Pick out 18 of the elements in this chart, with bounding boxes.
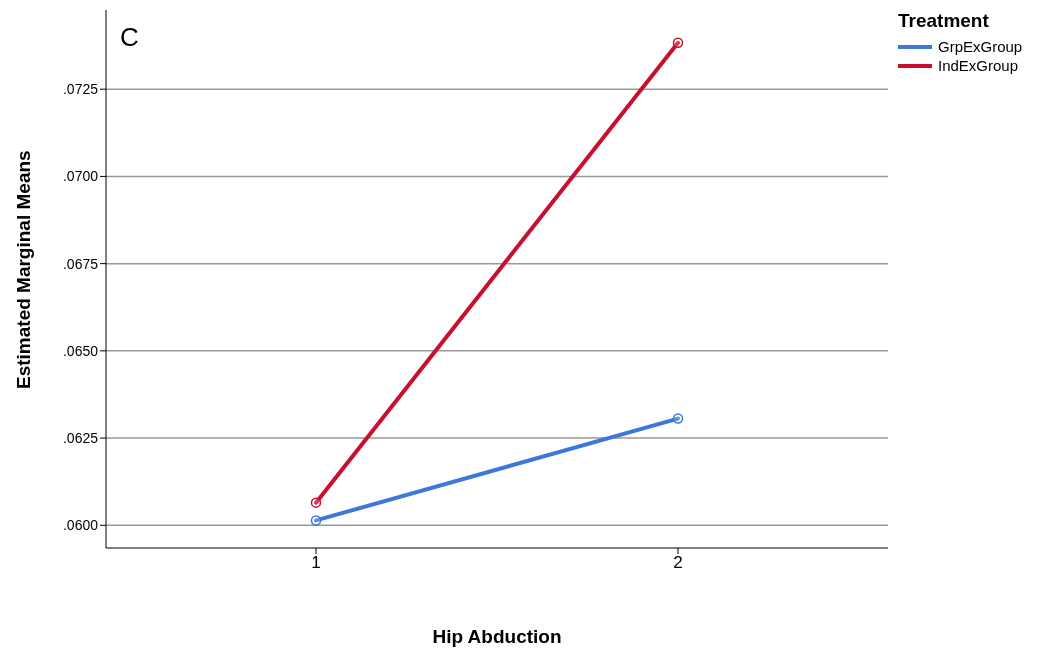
y-tick-label: .0625 [62, 430, 99, 447]
point [310, 515, 322, 526]
x-axis-title: Hip Abduction [432, 626, 562, 647]
point [310, 497, 322, 508]
annotation: C [120, 22, 139, 53]
y-tick-label: .0600 [62, 517, 99, 534]
legend-title: Treatment [898, 10, 990, 32]
point [672, 37, 684, 49]
legend-label: GrpExGroup [938, 38, 1023, 55]
x-tick-label: 2 [673, 553, 683, 573]
point [672, 413, 684, 424]
y-axis-title: Estimated Marginal Means [12, 150, 34, 389]
y-tick-label: .0675 [62, 255, 99, 272]
y-tick-label: .0650 [62, 342, 99, 359]
legend-label: IndExGroup [938, 57, 1019, 74]
y-tick-label: .0725 [62, 81, 99, 98]
y-tick-label: .0700 [62, 168, 99, 185]
x-tick-label: 1 [311, 553, 321, 573]
